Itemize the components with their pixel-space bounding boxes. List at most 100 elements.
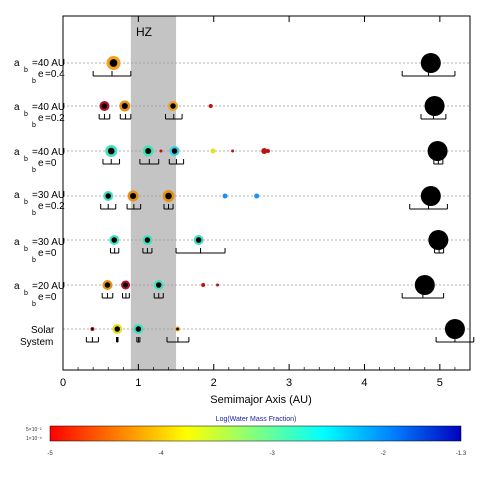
planet-row5-2: [142, 235, 153, 245]
row-label-3: ab =40 AU eb =0: [14, 147, 65, 174]
planet-row3-1: [105, 145, 118, 157]
giant-planet-row3-9: [427, 141, 448, 161]
svg-text:=0: =0: [45, 248, 57, 259]
colorbar-tick-label: -4: [158, 451, 164, 457]
row-label-5: ab =30 AU eb =0: [14, 237, 65, 264]
row-label-7: Solar System: [20, 325, 55, 348]
svg-text:=30 AU: =30 AU: [32, 190, 65, 201]
svg-text:b: b: [24, 290, 28, 297]
planet-row4-4: [222, 193, 228, 199]
row-label-2: ab =40 AU eb =0.2: [14, 102, 65, 129]
planet-row5-3: [193, 235, 204, 245]
row-label-6: ab =20 AU eb =0: [14, 281, 65, 308]
giant-planet-row4-6: [420, 186, 441, 206]
planet-row2-2: [119, 100, 131, 112]
planet-row3-5: [210, 148, 216, 154]
planet-row3-7: [261, 148, 268, 154]
svg-text:=40 AU: =40 AU: [32, 102, 65, 113]
giant-planet-row6-6: [414, 275, 435, 295]
planet-row2-3: [168, 101, 179, 111]
svg-text:b: b: [24, 67, 28, 74]
svg-text:e: e: [38, 113, 44, 124]
colorbar-tick-label: -2: [381, 451, 387, 457]
planet-row6-3: [153, 280, 164, 290]
colorbar-ticks: -5 -4 -3 -2 -1.3: [47, 451, 467, 457]
svg-text:=0.4: =0.4: [45, 69, 65, 80]
planet-row7-1: [90, 327, 95, 331]
x-tick-4: 4: [361, 16, 368, 389]
orbit-range-row2-3: [165, 114, 183, 120]
row-label-1: ab =40 AU eb =0.4: [14, 58, 65, 85]
planet-row3-8: [266, 149, 271, 153]
orbit-range-row5-3: [175, 248, 226, 254]
planet-row6-2: [121, 280, 131, 290]
svg-text:b: b: [24, 199, 28, 206]
orbit-range-row2-2: [119, 114, 132, 120]
svg-text:=0: =0: [45, 292, 57, 303]
svg-text:Solar: Solar: [31, 325, 55, 336]
planet-markers: [90, 53, 465, 339]
x-tick-0: 0: [60, 16, 66, 389]
planet-row2-1: [99, 101, 110, 111]
svg-text:e: e: [38, 248, 44, 259]
colorbar-tick-label: -1.3: [456, 451, 467, 457]
svg-text:=40 AU: =40 AU: [32, 147, 65, 158]
svg-text:a: a: [14, 237, 20, 248]
svg-text:0: 0: [60, 377, 66, 389]
giant-planet-row7-5: [444, 319, 465, 339]
planet-row4-5: [254, 193, 260, 199]
orbit-range-row7-1: [85, 337, 99, 343]
svg-text:b: b: [32, 78, 36, 85]
x-tick-3: 3: [286, 16, 292, 389]
orbit-range-row1-1: [92, 71, 132, 77]
orbit-range-row7-5: [435, 337, 475, 343]
planet-row1-1: [106, 56, 121, 70]
x-tick-5: 5: [437, 16, 443, 389]
colorbar-tick-label: -5: [47, 451, 53, 457]
orbit-range-row4-3: [163, 204, 174, 210]
svg-text:=20 AU: =20 AU: [32, 281, 65, 292]
row-label-4: ab =30 AU eb =0.2: [14, 190, 65, 217]
svg-text:=0.2: =0.2: [45, 113, 65, 124]
orbit-range-row3-1: [102, 159, 121, 165]
svg-text:b: b: [32, 122, 36, 129]
svg-text:1: 1: [135, 377, 141, 389]
orbit-range-row7-2: [116, 337, 119, 343]
x-axis: 0 1 2 3 4 5: [60, 16, 456, 389]
svg-text:4: 4: [361, 377, 367, 389]
planet-row6-4: [201, 283, 206, 287]
giant-planet-row2-5: [424, 96, 445, 116]
svg-text:e: e: [38, 69, 44, 80]
orbit-range-row4-2: [126, 204, 142, 210]
svg-text:a: a: [14, 58, 20, 69]
orbit-range-row6-4: [401, 293, 445, 299]
svg-text:a: a: [14, 190, 20, 201]
svg-text:3: 3: [286, 377, 292, 389]
row-labels: ab =40 AU eb =0.4 ab =40 AU eb =0.2 ab =…: [14, 58, 65, 348]
svg-text:b: b: [24, 111, 28, 118]
planet-row4-1: [103, 191, 114, 201]
planet-row7-4: [175, 326, 181, 332]
svg-text:e: e: [38, 292, 44, 303]
svg-text:b: b: [32, 167, 36, 174]
x-tick-2: 2: [211, 16, 217, 389]
colorbar-left-label-top: 5×10⁻²: [26, 427, 42, 433]
colorbar-tick-label: -3: [269, 451, 275, 457]
plot-frame: [62, 15, 471, 371]
giant-planet-row1-2: [420, 53, 441, 73]
svg-text:a: a: [14, 102, 20, 113]
orbit-range-row6-1: [101, 293, 114, 299]
habitable-zone-label: HZ: [136, 25, 152, 39]
colorbar-gradient: [49, 425, 462, 442]
planet-row6-1: [102, 280, 113, 290]
giant-planet-row5-4: [428, 230, 449, 250]
orbit-range-row7-3: [136, 337, 141, 343]
planet-row6-5: [216, 283, 220, 287]
x-axis-label: Semimajor Axis (AU): [210, 394, 311, 406]
colorbar-left-label-bottom: 1×10⁻⁵: [26, 436, 42, 442]
svg-text:System: System: [20, 337, 53, 348]
svg-text:b: b: [32, 257, 36, 264]
orbit-range-row3-3: [168, 159, 185, 165]
planet-row3-2: [142, 145, 154, 157]
